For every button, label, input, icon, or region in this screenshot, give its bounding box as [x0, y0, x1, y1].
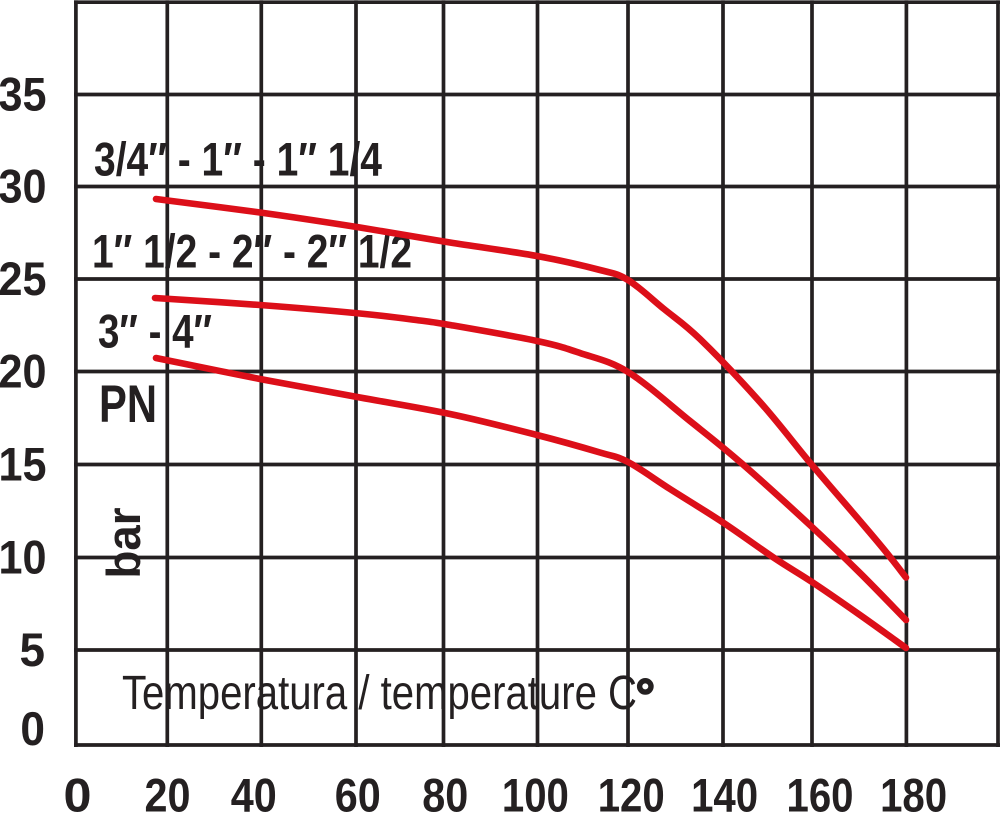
svg-text:160: 160 [787, 769, 854, 813]
svg-text:0: 0 [64, 769, 92, 813]
svg-text:180: 180 [880, 769, 947, 813]
svg-text:5: 5 [20, 623, 46, 676]
svg-text:100: 100 [502, 769, 569, 813]
svg-text:PN: PN [99, 375, 157, 434]
svg-text:Temperatura / temperature C: Temperatura / temperature C [122, 667, 637, 720]
svg-text:20: 20 [0, 345, 47, 398]
svg-text:0: 0 [20, 702, 45, 755]
svg-text:3″ - 4″: 3″ - 4″ [98, 305, 212, 358]
svg-text:40: 40 [231, 769, 277, 813]
svg-text:20: 20 [145, 769, 191, 813]
svg-text:1″ 1/2 - 2″ - 2″ 1/2: 1″ 1/2 - 2″ - 2″ 1/2 [92, 225, 412, 278]
svg-text:80: 80 [422, 769, 468, 813]
svg-text:60: 60 [335, 769, 381, 813]
svg-text:140: 140 [691, 769, 758, 813]
svg-text:15: 15 [0, 438, 47, 491]
svg-text:3/4″ - 1″ - 1″ 1/4: 3/4″ - 1″ - 1″ 1/4 [94, 133, 382, 186]
svg-text:bar: bar [97, 508, 150, 579]
svg-text:30: 30 [0, 160, 47, 213]
svg-text:10: 10 [0, 531, 47, 584]
svg-text:35: 35 [0, 68, 47, 121]
svg-text:25: 25 [0, 252, 47, 305]
svg-text:120: 120 [598, 769, 665, 813]
